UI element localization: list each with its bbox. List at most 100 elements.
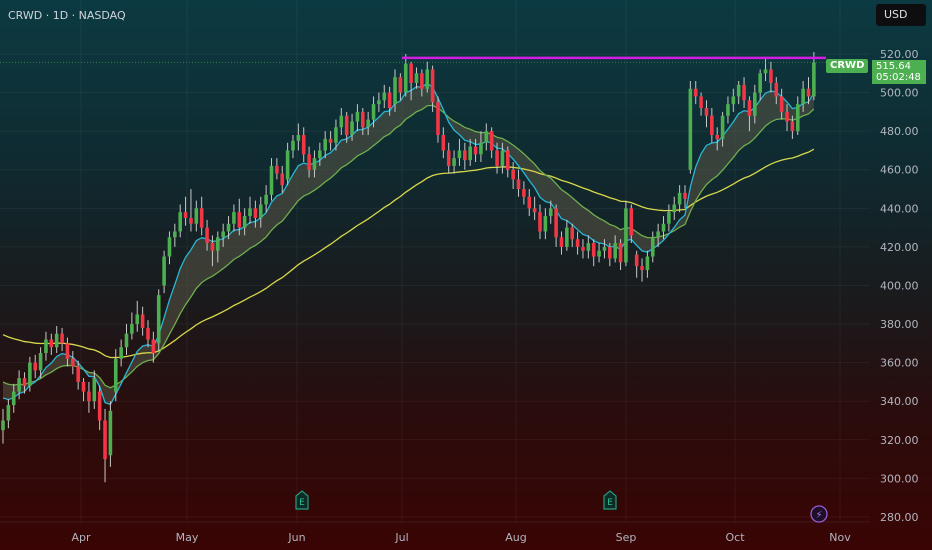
candle-body [457, 150, 462, 159]
candle-body [146, 327, 150, 340]
candle-body [275, 165, 279, 174]
candle-body [162, 256, 166, 286]
candle-body [6, 405, 11, 421]
candle [189, 189, 193, 232]
candle-body [624, 208, 628, 263]
candle [726, 96, 730, 124]
candle-body [522, 189, 526, 197]
candle [328, 131, 333, 151]
candle [173, 223, 177, 247]
candle [301, 127, 306, 163]
y-tick-label: 280.00 [880, 511, 919, 524]
candle [44, 331, 48, 361]
candle-body [484, 131, 489, 143]
candle-body [801, 88, 805, 105]
candle [436, 96, 440, 143]
candle-body [559, 237, 564, 247]
candle-body [151, 339, 156, 353]
candle [393, 69, 397, 112]
x-tick-label: Nov [829, 531, 851, 544]
candle-body [645, 256, 650, 271]
earnings-marker-icon: E [603, 490, 617, 510]
candle-body [479, 142, 483, 155]
candle-body [124, 333, 129, 348]
candle-body [71, 358, 75, 367]
candle-body [366, 119, 370, 128]
candle [801, 81, 805, 112]
candle [575, 231, 580, 255]
candle-body [634, 254, 639, 267]
y-tick-label: 500.00 [880, 87, 919, 100]
x-tick-label: Aug [505, 531, 526, 544]
y-tick-label: 300.00 [880, 472, 919, 485]
candle [275, 158, 279, 180]
candle-body [597, 250, 601, 257]
candle [210, 235, 215, 267]
candle [312, 150, 317, 178]
candle [291, 135, 295, 159]
candle [38, 347, 43, 379]
candle-body [527, 196, 532, 209]
candle [425, 61, 430, 93]
candle-body [688, 88, 693, 170]
last-price-label: 515.64 05:02:48 [872, 60, 926, 84]
candle [232, 204, 236, 232]
candle-body [17, 378, 21, 392]
y-tick-label: 320.00 [880, 434, 919, 447]
candle-body [640, 266, 644, 271]
candle-body [618, 243, 623, 263]
candle-body [253, 208, 258, 218]
candle-body [328, 138, 333, 143]
y-tick-label: 480.00 [880, 125, 919, 138]
currency-button[interactable]: USD [876, 4, 926, 26]
candle-body [425, 69, 430, 89]
candle [790, 115, 795, 139]
candle [645, 250, 650, 278]
candle-body [565, 227, 569, 247]
y-tick-label: 440.00 [880, 202, 919, 215]
y-tick-label: 360.00 [880, 357, 919, 370]
candle-body [323, 138, 327, 151]
y-tick-label: 340.00 [880, 395, 919, 408]
candle [446, 142, 451, 174]
candle [414, 67, 419, 89]
candle-body [97, 391, 102, 421]
candle-body [350, 121, 354, 136]
earnings-badge [603, 490, 617, 510]
candle-body [296, 135, 301, 141]
candle-body [538, 212, 542, 232]
candle-body [500, 150, 505, 166]
candle [65, 337, 70, 367]
candle [586, 235, 591, 259]
candle [624, 200, 628, 267]
candle [672, 196, 677, 220]
candle-body [1, 420, 5, 431]
candle-body [661, 223, 666, 232]
candle [608, 243, 612, 267]
candle-body [720, 115, 725, 139]
candle-body [264, 194, 268, 205]
candle-body [446, 150, 451, 166]
candle [242, 208, 247, 236]
candle [226, 216, 231, 240]
candle [693, 81, 698, 105]
candle [167, 231, 172, 265]
candle-body [414, 73, 419, 83]
candle [339, 108, 344, 136]
candle [769, 61, 773, 93]
candle [613, 235, 617, 263]
candle [731, 88, 736, 112]
candle [140, 306, 145, 336]
candle [463, 142, 467, 170]
candle-body [758, 73, 762, 93]
candle-body [769, 69, 773, 83]
candle-body [548, 208, 553, 217]
candle [774, 77, 779, 105]
candle-body [382, 92, 387, 101]
candle-body [650, 237, 655, 257]
candle-body [511, 169, 515, 180]
candle [194, 200, 199, 232]
candle [97, 385, 102, 431]
candle [124, 324, 129, 355]
